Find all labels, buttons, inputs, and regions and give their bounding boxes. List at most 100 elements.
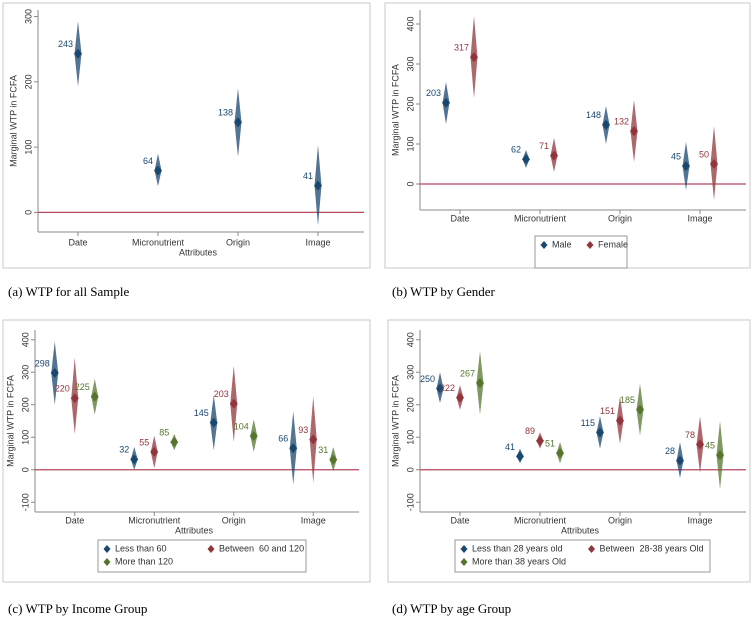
point-marker [309,434,318,445]
value-label: 115 [581,418,595,428]
x-tick-label: Image [305,237,330,247]
point-marker [436,383,444,394]
x-tick-label: Micronutrient [132,237,185,247]
point-marker [536,435,544,446]
point-marker [476,377,484,388]
caption: (c) WTP by Income Group [8,601,147,616]
point-marker [442,97,450,108]
point-marker [710,159,718,169]
legend-frame [454,539,711,573]
x-tick-label: Origin [226,237,250,247]
legend-label: Between 28-38 years Old [600,543,704,553]
legend-marker [540,241,548,249]
value-label: 298 [35,358,50,368]
x-tick-label: Micronutrient [128,515,181,525]
value-label: 317 [454,43,469,53]
x-axis-title: Attributes [561,525,600,535]
point-marker [229,398,238,409]
x-tick-label: Image [687,515,712,525]
legend-marker [207,545,215,553]
legend-label: Female [598,239,628,249]
y-axis-title: Marginal WTP in FCFA [8,75,18,167]
legend-marker [586,241,594,249]
value-label: 45 [705,441,715,451]
point-marker [696,439,704,450]
legend-marker [103,558,111,566]
value-label: 51 [545,439,555,449]
value-label: 151 [600,406,615,416]
y-tick-label: 100 [405,430,415,445]
y-tick-label: 0 [405,181,415,186]
point-marker [602,119,610,130]
point-marker [716,450,724,461]
value-label: 50 [699,149,709,159]
point-marker [676,455,684,466]
x-tick-label: Origin [608,515,632,525]
y-tick-label: 0 [23,210,33,215]
value-label: 64 [143,156,153,166]
y-tick-label: 300 [23,9,33,24]
caption: (a) WTP for all Sample [8,284,130,299]
value-label: 89 [525,426,535,436]
y-tick-label: -100 [20,493,30,511]
value-label: 138 [218,108,233,118]
legend-label: More than 38 years Old [472,556,566,566]
point-marker [329,454,338,465]
x-tick-label: Date [68,237,87,247]
y-tick-label: 300 [405,56,415,71]
legend-label: Between 60 and 120 [219,543,304,553]
y-tick-label: 100 [23,140,33,155]
y-tick-label: 200 [405,96,415,111]
legend-label: Less than 60 [115,543,167,553]
y-tick-label: 0 [405,467,415,472]
x-tick-label: Origin [608,213,632,223]
y-axis-title: Marginal WTP in FCFA [390,64,400,156]
point-marker [314,180,322,191]
caption: (b) WTP by Gender [392,284,496,299]
y-axis-title: Marginal WTP in FCFA [390,375,400,467]
point-marker [170,437,179,448]
value-label: 145 [194,408,209,418]
y-tick-label: -100 [405,493,415,511]
y-tick-label: 0 [20,467,30,472]
value-label: 66 [278,434,288,444]
value-label: 203 [214,389,229,399]
value-label: 203 [426,88,441,98]
y-tick-label: 400 [405,16,415,31]
value-label: 185 [620,395,635,405]
value-label: 45 [671,151,681,161]
point-marker [50,367,59,378]
x-tick-label: Date [450,515,469,525]
point-marker [522,154,530,165]
caption: (d) WTP by age Group [392,601,511,616]
point-marker [154,165,162,176]
value-label: 220 [55,384,70,394]
legend-label: Male [552,239,572,249]
point-marker [90,391,99,402]
x-tick-label: Date [65,515,84,525]
value-label: 28 [665,446,675,456]
y-tick-label: 100 [405,136,415,151]
y-tick-label: 300 [20,365,30,380]
y-tick-label: 300 [405,365,415,380]
value-label: 132 [614,117,629,127]
point-marker [556,448,564,459]
legend-label: Less than 28 years old [472,543,563,553]
value-label: 32 [119,445,129,455]
point-marker [636,404,644,415]
value-label: 41 [505,442,515,452]
point-marker [150,446,159,457]
value-label: 225 [75,382,90,392]
value-label: 104 [234,421,249,431]
point-marker [682,161,690,171]
value-label: 71 [539,141,549,151]
value-label: 243 [58,39,73,49]
y-tick-label: 400 [405,332,415,347]
point-marker [209,417,218,428]
legend-marker [460,545,468,553]
x-tick-label: Date [450,213,469,223]
legend-frame [97,539,307,573]
point-marker [130,454,139,465]
